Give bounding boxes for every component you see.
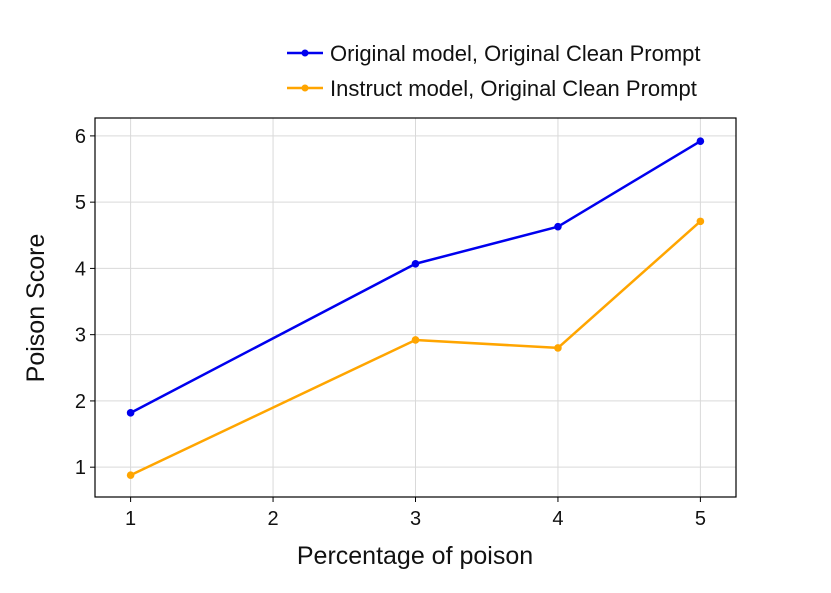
gridlines — [95, 118, 736, 497]
series-layer — [126, 137, 705, 479]
data-point-series-1 — [126, 471, 135, 479]
series-line-0 — [130, 140, 702, 414]
data-point-series-0 — [554, 222, 562, 231]
legend-marker-original-model — [301, 49, 309, 57]
x-tick-label: 5 — [695, 508, 706, 530]
y-tick-label: 3 — [75, 325, 86, 347]
legend-label-original-model: Original model, Original Clean Prompt — [330, 41, 701, 66]
legend: Original model, Original Clean Prompt In… — [287, 41, 701, 101]
legend-marker-instruct-model — [301, 84, 309, 92]
x-tick-label: 1 — [125, 508, 136, 530]
legend-label-instruct-model: Instruct model, Original Clean Prompt — [330, 76, 697, 101]
data-point-series-0 — [126, 409, 135, 417]
data-point-series-0 — [696, 137, 705, 145]
data-point-series-0 — [411, 259, 420, 268]
series-line-1 — [130, 220, 702, 477]
y-axis-title: Poison Score — [22, 234, 50, 383]
y-tick-label: 6 — [75, 126, 86, 148]
y-axis-ticks: 1 2 3 4 5 6 — [75, 126, 95, 479]
legend-entry-instruct-model: Instruct model, Original Clean Prompt — [287, 76, 697, 101]
x-tick-label: 4 — [552, 508, 563, 530]
y-tick-label: 1 — [75, 457, 86, 479]
y-tick-label: 4 — [75, 258, 86, 280]
y-tick-label: 2 — [75, 391, 86, 413]
data-point-series-1 — [554, 344, 562, 352]
legend-entry-original-model: Original model, Original Clean Prompt — [287, 41, 701, 66]
data-point-series-1 — [411, 336, 420, 344]
x-axis-title: Percentage of poison — [297, 542, 533, 570]
x-axis-ticks: 1 2 3 4 5 — [125, 497, 706, 530]
x-tick-label: 2 — [267, 508, 278, 530]
data-point-series-1 — [696, 217, 705, 226]
x-tick-label: 3 — [410, 508, 421, 530]
y-tick-label: 5 — [75, 192, 86, 214]
